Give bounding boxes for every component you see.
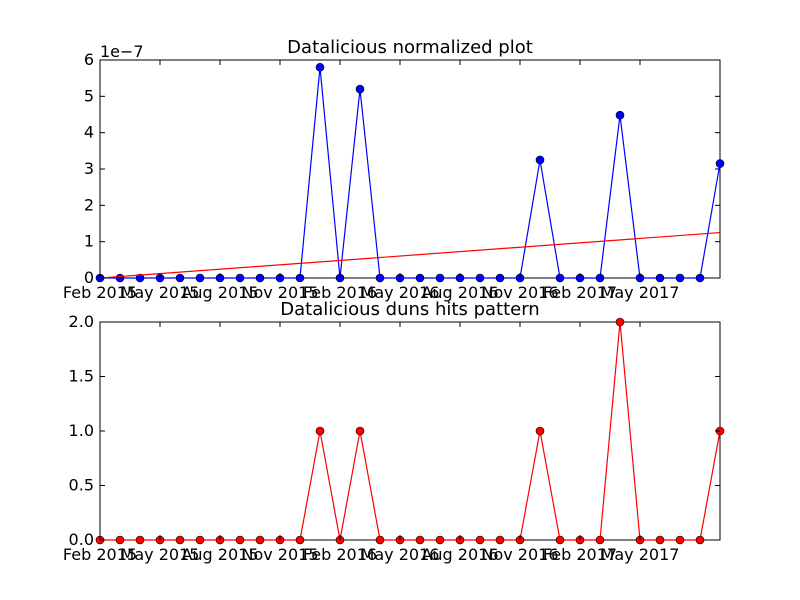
data-point	[355, 426, 365, 436]
data-point	[235, 273, 245, 283]
chart-duns-hits-pattern: Datalicious duns hits pattern 0.0 0.5 1.0 1…	[63, 299, 725, 564]
data-point	[475, 535, 485, 545]
series-layer	[95, 317, 725, 545]
data-point	[195, 535, 205, 545]
x-tick-label: Feb 2015	[63, 283, 137, 302]
x-tick-label: Aug 2016	[421, 283, 498, 302]
data-point	[675, 273, 685, 283]
y-tick-label: 1	[84, 232, 94, 251]
data-point	[695, 273, 705, 283]
y-tick-label: 0	[84, 268, 94, 287]
x-tick-label: Aug 2015	[181, 545, 258, 564]
x-tick-label: Feb 2015	[63, 545, 137, 564]
y-tick-label: 3	[84, 159, 94, 178]
chart-title: Datalicious normalized plot	[287, 37, 533, 58]
x-tick-label: Feb 2016	[303, 545, 377, 564]
x-tick-label: Feb 2017	[543, 545, 617, 564]
data-point	[595, 535, 605, 545]
trend-line	[99, 231, 721, 279]
data-point	[355, 84, 365, 94]
x-tick-label: May 2015	[121, 545, 200, 564]
data-point	[495, 273, 505, 283]
data-point	[435, 535, 445, 545]
y-tick-label: 0.5	[69, 476, 94, 495]
series-line	[100, 321, 721, 541]
series-line	[100, 67, 721, 279]
x-tick-label: Nov 2016	[481, 283, 558, 302]
data-point	[195, 273, 205, 283]
x-tick-label: Nov 2015	[241, 283, 318, 302]
y-tick-label: 1.0	[69, 421, 94, 440]
x-tick-label: May 2016	[361, 283, 440, 302]
x-tick-label: Aug 2015	[181, 283, 258, 302]
x-tick-label: May 2016	[361, 545, 440, 564]
y-tick-label: 5	[84, 86, 94, 105]
y-tick-label: 2.0	[69, 312, 94, 331]
y-tick-label: 4	[84, 123, 94, 142]
data-point	[115, 273, 125, 283]
data-point	[315, 426, 325, 436]
data-point	[255, 535, 265, 545]
y-tick-label: 0.0	[69, 530, 94, 549]
data-point	[175, 535, 185, 545]
data-point	[295, 535, 305, 545]
x-tick-label: May 2017	[601, 283, 680, 302]
data-point	[495, 535, 505, 545]
data-point	[115, 535, 125, 545]
x-tick-label: Nov 2015	[241, 545, 318, 564]
y-tick-label: 2	[84, 195, 94, 214]
data-point	[295, 273, 305, 283]
data-point	[375, 273, 385, 283]
data-point	[655, 535, 665, 545]
data-point	[615, 317, 625, 327]
data-point	[615, 110, 625, 120]
data-point	[415, 535, 425, 545]
data-point	[555, 273, 565, 283]
data-point	[535, 155, 545, 165]
x-tick-label: Feb 2016	[303, 283, 377, 302]
data-point	[535, 426, 545, 436]
data-point	[595, 273, 605, 283]
data-point	[235, 535, 245, 545]
data-point	[315, 62, 325, 72]
data-point	[175, 273, 185, 283]
data-point	[655, 273, 665, 283]
x-tick-label: Feb 2017	[543, 283, 617, 302]
x-tick-label: Nov 2016	[481, 545, 558, 564]
data-point	[715, 159, 725, 168]
y-tick-label: 1.5	[69, 367, 94, 386]
data-point	[475, 273, 485, 283]
x-tick-label: Aug 2016	[421, 545, 498, 564]
data-point	[135, 273, 145, 283]
data-point	[375, 535, 385, 545]
data-point	[435, 273, 445, 283]
data-point	[255, 273, 265, 283]
plot-area-frame	[99, 321, 721, 541]
x-tick-label: May 2017	[601, 545, 680, 564]
data-point	[135, 535, 145, 545]
chart-title: Datalicious duns hits pattern	[280, 299, 539, 320]
chart-normalized-plot: Datalicious normalized plot 1e−7 0 1 2 3 4 5 6…	[63, 37, 725, 302]
x-tick-label: May 2015	[121, 283, 200, 302]
series-layer	[95, 62, 725, 283]
data-point	[695, 535, 705, 545]
data-point	[555, 535, 565, 545]
y-tick-label: 6	[84, 50, 94, 69]
data-point	[415, 273, 425, 283]
y-multiplier-label: 1e−7	[100, 42, 144, 61]
data-point	[675, 535, 685, 545]
